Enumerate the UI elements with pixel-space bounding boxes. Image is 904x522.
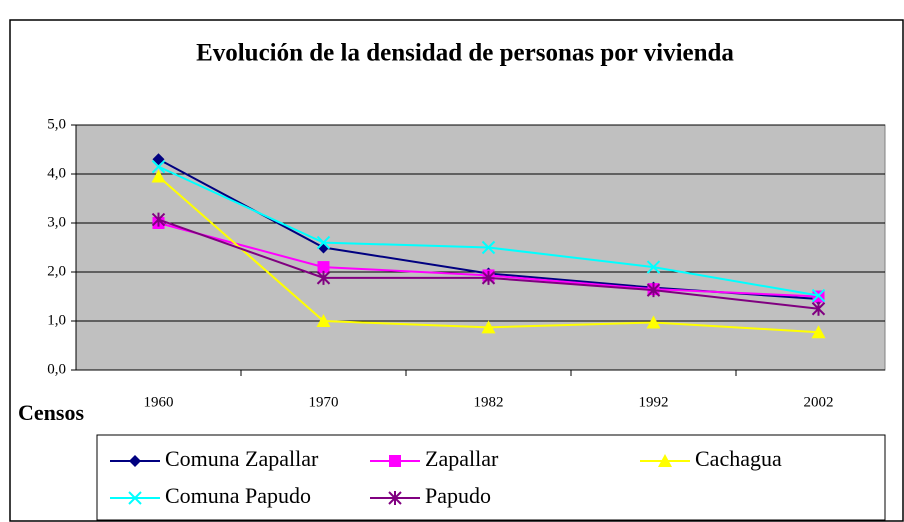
legend-label: Comuna Zapallar	[165, 446, 319, 471]
marker	[646, 260, 661, 274]
legend-label: Cachagua	[695, 446, 782, 471]
marker	[481, 240, 496, 255]
marker	[481, 320, 496, 334]
marker	[151, 159, 166, 174]
marker	[129, 455, 141, 467]
marker	[151, 169, 166, 183]
x-axis-label: Censos	[18, 400, 84, 425]
x-tick-label: 1970	[309, 394, 339, 410]
y-tick-label: 3,0	[47, 214, 66, 230]
x-tick-label: 1960	[144, 394, 174, 410]
marker	[388, 491, 402, 505]
marker	[646, 315, 661, 329]
marker	[481, 270, 496, 285]
x-tick-label: 1982	[474, 394, 504, 410]
legend	[96, 434, 886, 521]
marker	[811, 301, 826, 316]
marker	[658, 454, 672, 467]
marker	[316, 270, 331, 285]
x-tick-label: 2002	[804, 394, 834, 410]
y-tick-label: 4,0	[47, 165, 66, 181]
marker	[128, 491, 142, 505]
marker	[389, 455, 401, 467]
marker	[317, 261, 330, 274]
y-tick-label: 0,0	[47, 361, 66, 377]
marker	[646, 283, 661, 298]
chart-title: Evolución de la densidad de personas por…	[196, 40, 734, 67]
legend-label: Papudo	[425, 483, 491, 508]
legend-label: Comuna Papudo	[165, 483, 311, 508]
x-tick-label: 1992	[639, 394, 669, 410]
legend-label: Zapallar	[425, 446, 499, 471]
marker	[316, 314, 331, 327]
marker	[811, 288, 826, 303]
marker	[811, 325, 826, 339]
y-tick-label: 5,0	[47, 116, 66, 132]
y-tick-label: 1,0	[47, 312, 66, 328]
marker	[316, 235, 331, 250]
y-tick-label: 2,0	[47, 263, 66, 279]
marker	[151, 212, 166, 227]
